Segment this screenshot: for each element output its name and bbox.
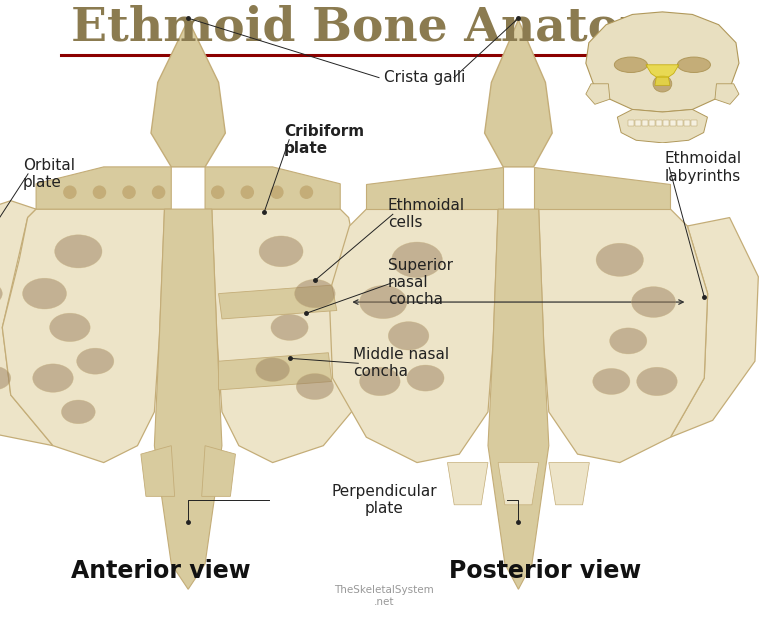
Ellipse shape — [407, 365, 444, 391]
Polygon shape — [655, 77, 670, 85]
Ellipse shape — [631, 287, 676, 317]
Polygon shape — [538, 209, 707, 463]
Circle shape — [240, 186, 254, 199]
Circle shape — [211, 186, 224, 199]
Polygon shape — [202, 446, 236, 496]
Text: Superior
nasal
concha: Superior nasal concha — [388, 258, 453, 307]
Ellipse shape — [637, 367, 677, 396]
Circle shape — [152, 186, 165, 199]
Ellipse shape — [614, 57, 647, 73]
Polygon shape — [628, 120, 634, 127]
Text: Posterior view: Posterior view — [449, 560, 641, 583]
Polygon shape — [36, 167, 171, 209]
Polygon shape — [677, 120, 683, 127]
Text: Crista galli: Crista galli — [384, 70, 465, 85]
Ellipse shape — [296, 373, 333, 399]
Circle shape — [270, 186, 283, 199]
Circle shape — [122, 186, 136, 199]
Ellipse shape — [677, 57, 710, 73]
Polygon shape — [670, 217, 758, 437]
Polygon shape — [670, 120, 676, 127]
Ellipse shape — [653, 76, 672, 92]
Polygon shape — [656, 120, 662, 127]
Polygon shape — [366, 167, 503, 209]
Polygon shape — [488, 209, 549, 589]
Ellipse shape — [33, 364, 73, 392]
Polygon shape — [151, 20, 225, 167]
Polygon shape — [534, 167, 670, 209]
Polygon shape — [642, 120, 648, 127]
Text: Ethmoidal
labyrinths: Ethmoidal labyrinths — [664, 152, 741, 184]
Polygon shape — [617, 109, 707, 143]
Circle shape — [93, 186, 106, 199]
Text: Middle nasal
concha: Middle nasal concha — [353, 347, 449, 379]
Polygon shape — [586, 12, 739, 112]
Text: Anterior view: Anterior view — [71, 560, 251, 583]
Circle shape — [300, 186, 313, 199]
Ellipse shape — [359, 367, 400, 396]
Polygon shape — [549, 463, 589, 505]
Ellipse shape — [0, 366, 11, 390]
Ellipse shape — [256, 358, 290, 381]
Polygon shape — [586, 84, 610, 104]
Text: Perpendicular
plate: Perpendicular plate — [331, 484, 437, 516]
Polygon shape — [219, 285, 337, 319]
Polygon shape — [635, 120, 641, 127]
Polygon shape — [715, 84, 739, 104]
Polygon shape — [646, 65, 679, 77]
Polygon shape — [212, 209, 374, 463]
Ellipse shape — [596, 243, 644, 276]
Polygon shape — [0, 201, 53, 446]
Text: Cribiform
plate: Cribiform plate — [284, 124, 364, 156]
Polygon shape — [141, 446, 174, 496]
Polygon shape — [684, 120, 690, 127]
Ellipse shape — [259, 236, 303, 267]
Ellipse shape — [610, 328, 647, 354]
Ellipse shape — [50, 313, 90, 342]
Text: TheSkeletalSystem
.net: TheSkeletalSystem .net — [334, 586, 434, 607]
Polygon shape — [154, 209, 222, 589]
Polygon shape — [498, 463, 538, 505]
Ellipse shape — [22, 278, 67, 309]
Polygon shape — [448, 463, 488, 505]
Polygon shape — [485, 20, 552, 167]
Polygon shape — [663, 120, 669, 127]
Polygon shape — [205, 167, 340, 209]
Circle shape — [63, 186, 77, 199]
Text: Orbital
plate: Orbital plate — [23, 158, 75, 190]
Text: Ethmoid Bone Anatomy: Ethmoid Bone Anatomy — [71, 5, 697, 51]
Ellipse shape — [295, 279, 335, 308]
Ellipse shape — [61, 400, 95, 424]
Ellipse shape — [389, 322, 429, 350]
Ellipse shape — [77, 348, 114, 374]
Polygon shape — [329, 209, 498, 463]
Polygon shape — [2, 209, 164, 463]
Ellipse shape — [392, 242, 442, 278]
Polygon shape — [649, 120, 655, 127]
Text: Ethmoidal
cells: Ethmoidal cells — [388, 198, 465, 230]
Ellipse shape — [0, 282, 2, 306]
Ellipse shape — [593, 368, 630, 394]
Ellipse shape — [271, 314, 308, 340]
Ellipse shape — [359, 286, 407, 319]
Polygon shape — [219, 353, 332, 390]
Ellipse shape — [55, 235, 102, 268]
Polygon shape — [691, 120, 697, 127]
